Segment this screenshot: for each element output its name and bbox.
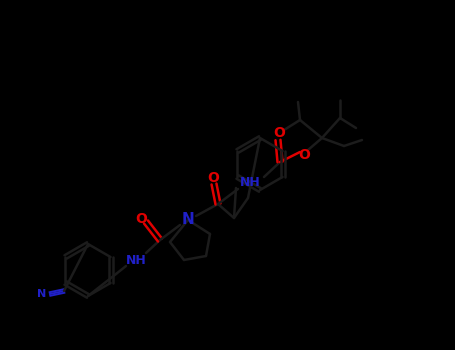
Text: O: O: [298, 148, 310, 162]
Text: O: O: [273, 126, 285, 140]
Text: N: N: [37, 289, 46, 299]
Text: O: O: [135, 212, 147, 226]
Text: O: O: [207, 171, 219, 185]
Text: NH: NH: [126, 253, 147, 266]
Text: N: N: [182, 212, 194, 228]
Text: NH: NH: [240, 175, 260, 189]
